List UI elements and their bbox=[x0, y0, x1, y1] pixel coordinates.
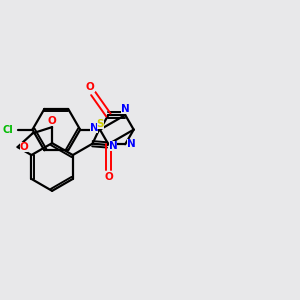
Text: N: N bbox=[109, 141, 117, 152]
Text: N: N bbox=[90, 123, 98, 133]
Text: O: O bbox=[20, 142, 28, 152]
Text: O: O bbox=[48, 116, 56, 126]
Text: O: O bbox=[86, 82, 95, 92]
Text: Cl: Cl bbox=[2, 124, 13, 135]
Text: O: O bbox=[104, 172, 113, 182]
Text: N: N bbox=[121, 103, 130, 114]
Text: N: N bbox=[127, 139, 136, 149]
Text: S: S bbox=[97, 119, 104, 129]
